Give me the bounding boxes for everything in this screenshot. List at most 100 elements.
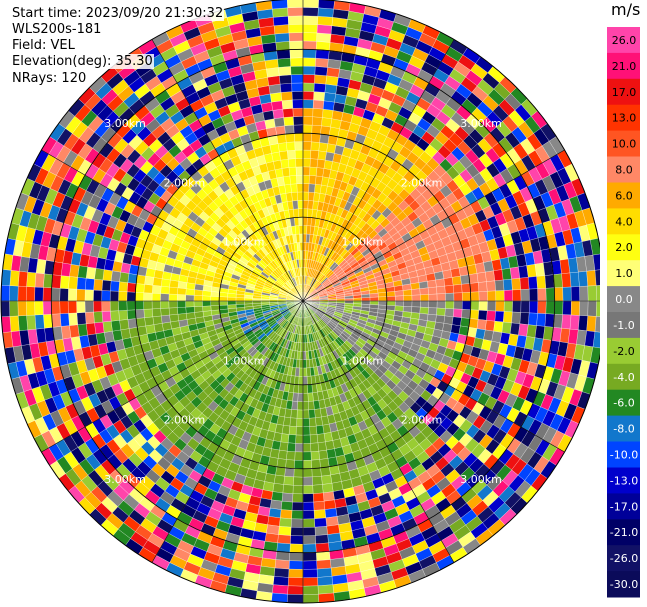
range-bin <box>290 74 304 84</box>
range-bin <box>302 99 314 109</box>
range-bin <box>316 425 325 435</box>
range-bin <box>43 273 53 288</box>
range-bin <box>315 57 329 68</box>
range-bin <box>570 286 580 302</box>
range-bin <box>118 300 128 311</box>
range-bin <box>487 300 497 312</box>
range-bin <box>160 300 170 309</box>
range-bin <box>144 316 155 327</box>
range-bin <box>280 159 290 169</box>
range-bin <box>210 305 220 311</box>
range-bin <box>284 124 295 135</box>
range-bin <box>273 474 285 485</box>
range-bin <box>443 277 454 287</box>
range-bin <box>302 216 308 226</box>
range-bin <box>168 293 178 302</box>
range-bin <box>569 271 580 288</box>
range-bin <box>325 516 339 527</box>
range-bin <box>34 300 44 316</box>
range-bin <box>293 116 304 126</box>
range-bin <box>302 233 307 243</box>
instrument-label: WLS200s-181 <box>11 22 103 37</box>
range-bin <box>302 166 311 176</box>
range-bin <box>302 200 309 209</box>
range-bin <box>427 279 437 288</box>
range-bin <box>592 253 600 271</box>
range-bin <box>300 250 304 260</box>
range-bin <box>313 509 326 519</box>
range-bin <box>451 316 462 327</box>
range-bin <box>302 384 308 394</box>
range-bin <box>302 376 308 386</box>
range-bin <box>270 499 283 510</box>
range-bin <box>537 300 547 314</box>
range-bin <box>76 300 86 314</box>
range-bin <box>318 0 335 10</box>
range-bin <box>317 150 327 161</box>
range-bin <box>503 311 513 324</box>
range-bin <box>310 150 319 160</box>
range-bin <box>284 184 292 194</box>
range-bin <box>436 307 446 317</box>
range-bin <box>271 491 283 502</box>
range-bin <box>377 292 387 298</box>
range-bin <box>537 288 547 302</box>
range-bin <box>318 449 329 460</box>
range-bin <box>587 285 597 302</box>
range-bin <box>554 300 564 315</box>
range-bin <box>302 451 312 461</box>
range-bin <box>460 274 471 285</box>
range-bin <box>470 300 480 311</box>
range-bin <box>285 133 295 143</box>
range-bin <box>289 49 304 59</box>
range-bin <box>34 286 44 302</box>
range-bin <box>519 277 530 290</box>
colorbar-tick-label: 4.0 <box>615 215 633 228</box>
range-bin <box>297 393 304 402</box>
range-bin <box>281 492 294 503</box>
range-bin <box>293 476 304 486</box>
range-bin <box>278 526 292 536</box>
range-bin <box>320 466 331 477</box>
range-bin <box>302 133 312 142</box>
range-bin <box>302 124 313 134</box>
range-bin <box>302 543 317 553</box>
range-bin <box>277 534 291 545</box>
range-bin <box>369 296 379 302</box>
range-bin <box>315 416 323 427</box>
range-bin <box>271 151 281 162</box>
range-bin <box>586 270 597 287</box>
range-bin <box>289 40 304 50</box>
range-bin <box>592 331 600 349</box>
range-bin <box>276 49 291 60</box>
range-bin <box>43 314 53 329</box>
range-bin <box>298 225 304 235</box>
range-bin <box>445 300 455 310</box>
range-bin <box>311 133 321 143</box>
range-bin <box>453 284 463 294</box>
range-bin <box>298 208 304 218</box>
range-bin <box>486 310 496 322</box>
range-bin <box>143 292 153 302</box>
range-bin <box>0 300 10 317</box>
range-bin <box>395 295 404 302</box>
range-bin <box>323 499 336 510</box>
range-bin <box>325 440 335 451</box>
range-bin <box>361 300 371 305</box>
range-bin <box>315 534 329 545</box>
range-bin <box>277 57 291 68</box>
range-bin <box>291 501 304 511</box>
range-bin <box>291 510 304 520</box>
range-bin <box>316 24 333 35</box>
range-bin <box>462 292 471 302</box>
range-ring-label: 2.00km <box>164 176 206 189</box>
range-bin <box>287 7 304 17</box>
range-bin <box>277 142 288 153</box>
range-bin <box>210 296 220 302</box>
range-bin <box>476 271 487 283</box>
range-bin <box>313 501 326 511</box>
range-bin <box>353 297 362 302</box>
range-bin <box>293 468 304 478</box>
range-bin <box>290 183 298 193</box>
range-bin <box>126 309 137 320</box>
